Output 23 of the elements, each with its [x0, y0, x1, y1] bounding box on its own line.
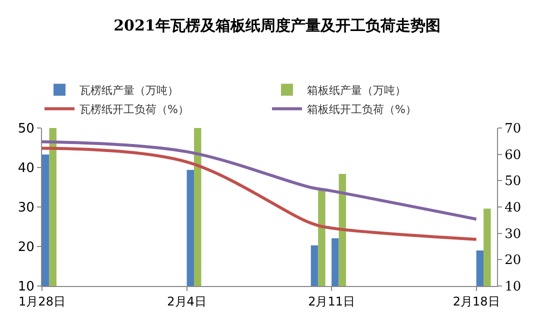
y-tick-label: 50	[18, 122, 34, 137]
y2-tick-label: 20	[504, 253, 522, 268]
legend-label: 瓦楞纸产量（万吨）	[80, 84, 178, 98]
x-tick-label: 2月4日	[167, 294, 206, 308]
legend-label: 箱板纸产量（万吨）	[307, 84, 406, 98]
y2-tick-label: 10	[504, 280, 522, 295]
y2-tick-label: 40	[504, 200, 522, 216]
legend-label: 箱板纸开工负荷（%）	[307, 103, 416, 116]
y2-tick-label: 70	[504, 122, 522, 137]
line-series	[42, 140, 478, 221]
y-tick-label: 10	[18, 280, 34, 295]
y-tick-label: 40	[18, 161, 34, 176]
line-series	[42, 146, 478, 241]
y-tick-label: 30	[18, 200, 34, 216]
y2-tick-label: 60	[504, 148, 522, 163]
y2-tick-label: 50	[504, 174, 522, 190]
chart-title: 2021年瓦楞及箱板纸周度产量及开工负荷走势图	[114, 16, 440, 34]
x-tick-label: 2月11日	[308, 294, 356, 308]
y-tick-label: 20	[18, 240, 34, 256]
legend-label: 瓦楞纸开工负荷（%）	[80, 103, 189, 116]
x-tick-label: 1月28日	[18, 294, 66, 308]
y2-tick-label: 30	[504, 226, 522, 242]
x-tick-label: 2月18日	[452, 294, 500, 308]
